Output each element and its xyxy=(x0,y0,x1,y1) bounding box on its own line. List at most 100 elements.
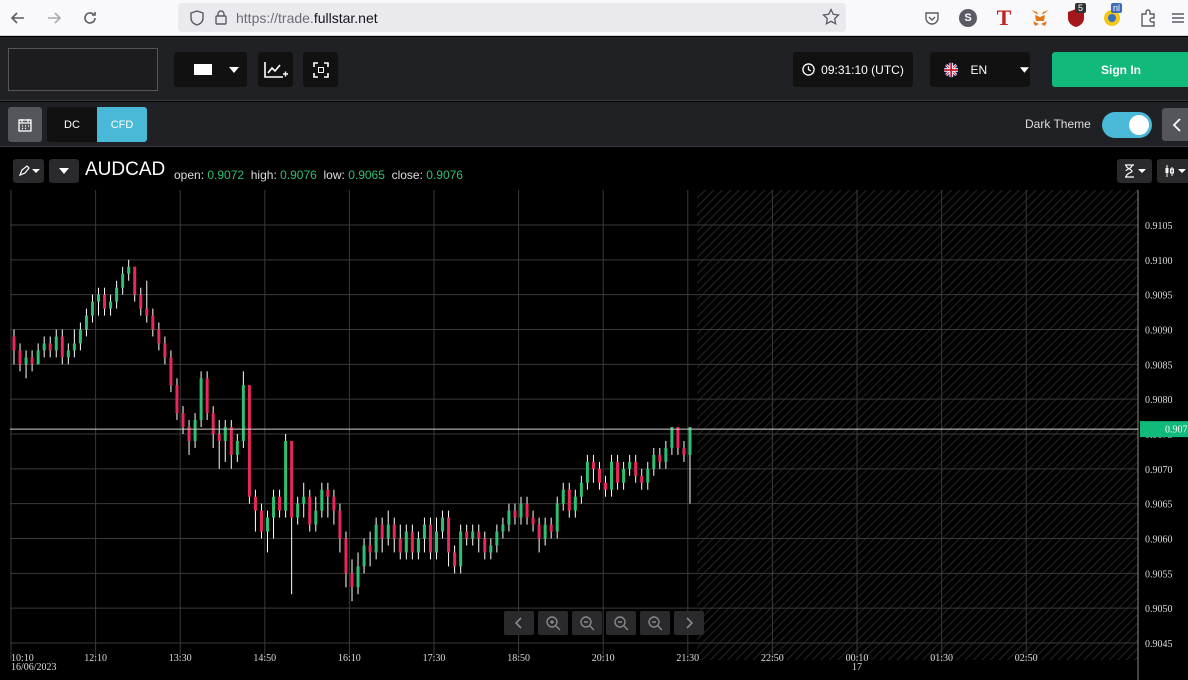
candle-body xyxy=(36,350,40,365)
candle-body xyxy=(471,531,475,539)
ublock-shield-icon[interactable]: 5 xyxy=(1064,3,1088,30)
chevron-down-icon xyxy=(1020,66,1030,73)
candle-body xyxy=(175,385,179,414)
bookmark-star-icon[interactable] xyxy=(822,7,840,31)
x-tick-sublabel: 17 xyxy=(852,662,862,673)
metamask-fox-icon[interactable] xyxy=(1028,6,1052,30)
candle-body xyxy=(658,454,662,462)
candle-body xyxy=(447,517,451,553)
app-header: 09:31:10 (UTC) EN Sign In xyxy=(0,37,1188,101)
back-icon[interactable] xyxy=(0,0,36,36)
reload-icon[interactable] xyxy=(72,0,108,36)
x-tick-label: 20:10 xyxy=(592,653,615,664)
candle-body xyxy=(133,266,137,295)
low-label: low: xyxy=(323,168,345,182)
uk-flag-icon xyxy=(944,62,959,77)
symbol-dropdown[interactable] xyxy=(49,159,79,183)
x-tick-label: 16:10 xyxy=(338,653,361,664)
candlestick-chart-svg[interactable]: 0.9105 0.9100 0.9095 0.9090 0.9085 0.9080 0.90… xyxy=(0,190,1188,680)
candle-body xyxy=(109,301,113,309)
zoom-reset-button[interactable] xyxy=(606,611,636,635)
candle-body xyxy=(495,531,499,546)
translate-extension-icon[interactable]: nl xyxy=(1100,3,1124,30)
calendar-icon xyxy=(18,118,32,132)
pocket-icon[interactable] xyxy=(920,6,944,30)
candle-body xyxy=(350,573,354,588)
candle-body xyxy=(253,496,257,511)
candle-body xyxy=(181,413,185,428)
address-bar[interactable]: https://trade.fullstar.net xyxy=(178,3,846,32)
candle-body xyxy=(483,538,487,553)
candle-body xyxy=(296,503,300,518)
candle-body xyxy=(235,440,239,455)
candle-body xyxy=(597,468,601,483)
account-mode-toggle: DC CFD xyxy=(47,107,147,142)
extensions-puzzle-icon[interactable] xyxy=(1136,6,1160,30)
ohlc-readout: open: 0.9072 high: 0.9076 low: 0.9065 cl… xyxy=(174,168,463,182)
zoom-controls xyxy=(504,611,704,635)
pen-tool-icon xyxy=(18,165,40,177)
language-dropdown[interactable]: EN xyxy=(930,52,1030,87)
logo-placeholder[interactable] xyxy=(8,48,158,91)
candle-body xyxy=(676,427,680,448)
candle-body xyxy=(507,510,511,525)
current-price-tag xyxy=(1140,421,1188,438)
chevron-down-icon xyxy=(229,66,239,73)
drawing-tools-dropdown[interactable] xyxy=(13,159,44,183)
dark-theme-toggle[interactable] xyxy=(1102,112,1152,138)
extension-t-icon[interactable]: T xyxy=(992,5,1016,30)
candle-body xyxy=(374,524,378,553)
candle-body xyxy=(682,447,686,455)
candle-body xyxy=(338,510,342,539)
server-time-button[interactable]: 09:31:10 (UTC) xyxy=(793,52,913,87)
candle-body xyxy=(332,496,336,511)
x-tick-label: 01:30 xyxy=(930,653,953,664)
candle-body xyxy=(344,538,348,574)
candle-body xyxy=(404,531,408,553)
extension-s-icon[interactable]: S xyxy=(956,6,980,30)
chevron-right-icon xyxy=(686,617,694,629)
x-tick-label: 13:30 xyxy=(169,653,192,664)
open-label: open: xyxy=(174,168,205,182)
candle-body xyxy=(616,461,620,483)
candle-body xyxy=(223,427,227,441)
candle-body xyxy=(199,378,203,421)
zoom-out-button[interactable] xyxy=(572,611,602,635)
tab-cfd[interactable]: CFD xyxy=(97,107,147,142)
candle-body xyxy=(441,517,445,532)
candle-body xyxy=(362,545,366,567)
calendar-button[interactable] xyxy=(8,107,42,142)
tab-dc[interactable]: DC xyxy=(47,107,97,142)
sign-in-button[interactable]: Sign In xyxy=(1052,52,1188,87)
candle-body xyxy=(290,440,294,518)
x-tick-label: 14:50 xyxy=(253,653,276,664)
candle-body xyxy=(247,385,251,497)
candle-body xyxy=(561,489,565,504)
collapse-panel-button[interactable] xyxy=(1162,108,1188,141)
scroll-right-button[interactable] xyxy=(674,611,704,635)
chevron-left-icon xyxy=(514,617,522,629)
y-tick-label: 0.9045 xyxy=(1145,639,1173,650)
zoom-fit-icon xyxy=(648,616,663,631)
price-chart[interactable]: 0.9105 0.9100 0.9095 0.9090 0.9085 0.9080 0.90… xyxy=(0,190,1188,680)
browser-menu-icon[interactable] xyxy=(1166,6,1188,30)
low-value: 0.9065 xyxy=(348,168,385,182)
timeframe-dropdown[interactable] xyxy=(1117,159,1152,183)
lock-icon[interactable] xyxy=(212,9,230,27)
candle-style-dropdown[interactable] xyxy=(1157,159,1188,183)
shield-icon[interactable] xyxy=(188,9,206,27)
candle-body xyxy=(622,468,626,483)
zoom-fit-button[interactable] xyxy=(640,611,670,635)
candle-body xyxy=(652,454,656,469)
x-tick-label: 12:10 xyxy=(84,653,107,664)
candle-body xyxy=(356,566,360,588)
zoom-in-button[interactable] xyxy=(538,611,568,635)
candle-body xyxy=(24,357,28,365)
fullscreen-button[interactable] xyxy=(303,52,338,87)
scroll-left-button[interactable] xyxy=(504,611,534,635)
candle-body xyxy=(531,517,535,525)
forward-icon[interactable] xyxy=(36,0,72,36)
chart-type-dropdown[interactable] xyxy=(174,52,247,87)
add-indicator-button[interactable] xyxy=(258,52,293,87)
candle-body xyxy=(48,343,52,351)
